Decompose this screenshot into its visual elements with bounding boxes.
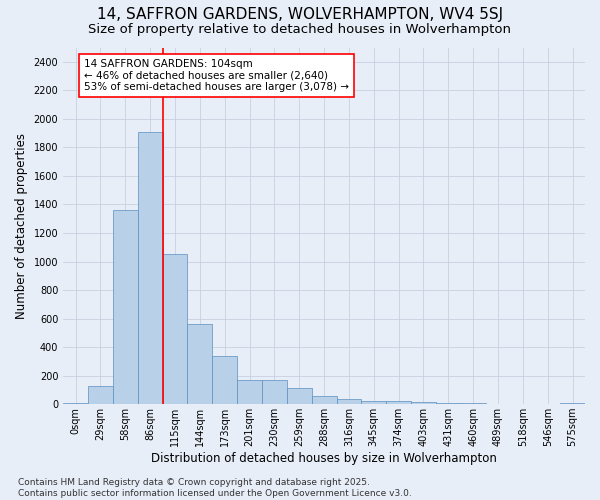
Bar [212, 356, 237, 404]
Bar [560, 402, 585, 404]
Bar [237, 380, 262, 404]
Bar [361, 400, 386, 404]
Text: 14 SAFFRON GARDENS: 104sqm
← 46% of detached houses are smaller (2,640)
53% of s: 14 SAFFRON GARDENS: 104sqm ← 46% of deta… [84, 59, 349, 92]
Bar [138, 132, 163, 404]
Bar [163, 254, 187, 404]
Text: Contains HM Land Registry data © Crown copyright and database right 2025.
Contai: Contains HM Land Registry data © Crown c… [18, 478, 412, 498]
Bar [386, 400, 411, 404]
Bar [287, 388, 311, 404]
Bar [337, 399, 361, 404]
X-axis label: Distribution of detached houses by size in Wolverhampton: Distribution of detached houses by size … [151, 452, 497, 465]
Y-axis label: Number of detached properties: Number of detached properties [15, 133, 28, 319]
Bar [63, 402, 88, 404]
Text: Size of property relative to detached houses in Wolverhampton: Size of property relative to detached ho… [89, 22, 511, 36]
Bar [88, 386, 113, 404]
Bar [113, 210, 138, 404]
Bar [311, 396, 337, 404]
Bar [262, 380, 287, 404]
Text: 14, SAFFRON GARDENS, WOLVERHAMPTON, WV4 5SJ: 14, SAFFRON GARDENS, WOLVERHAMPTON, WV4 … [97, 8, 503, 22]
Bar [187, 324, 212, 404]
Bar [411, 402, 436, 404]
